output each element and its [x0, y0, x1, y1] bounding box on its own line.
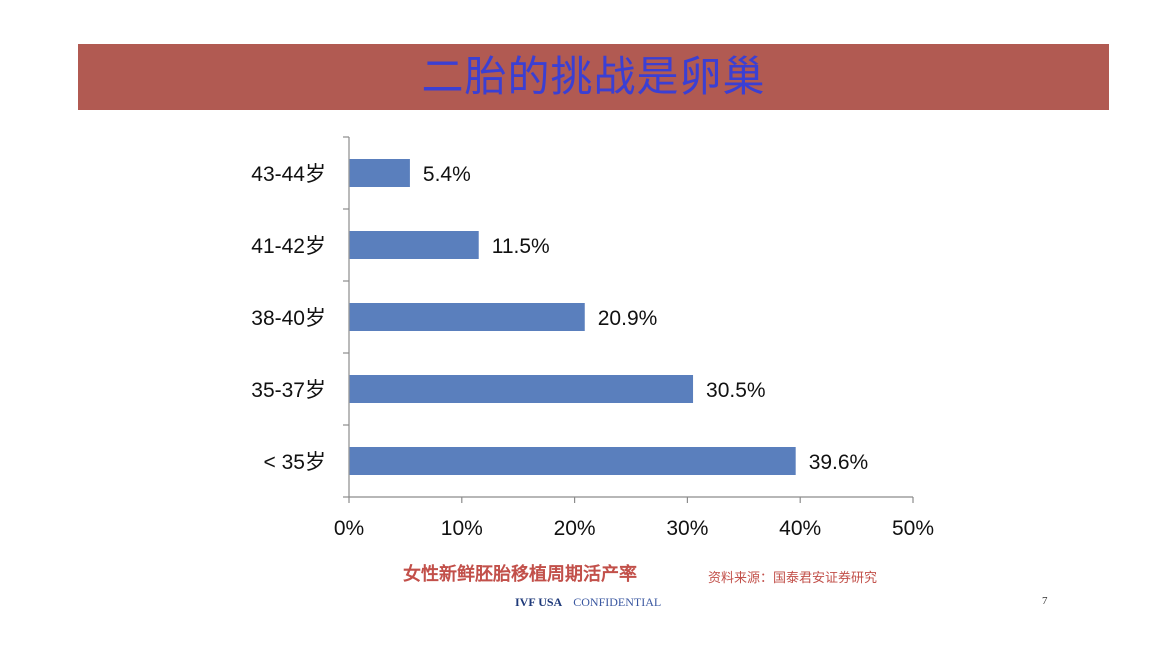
footer: IVF USA CONFIDENTIAL: [515, 595, 661, 610]
slide-title: 二胎的挑战是卵巢: [421, 52, 766, 101]
x-tick-label: 20%: [554, 517, 596, 540]
bar: [349, 375, 694, 403]
source-note: 资料来源：国泰君安证券研究: [708, 571, 878, 586]
x-tick-label: 50%: [892, 517, 934, 540]
value-label: 11.5%: [492, 235, 550, 258]
bar: [349, 447, 796, 475]
page-number: 7: [1042, 595, 1048, 607]
chart-caption: 女性新鲜胚胎移植周期活产率: [403, 564, 637, 585]
footer-brand: IVF USA: [515, 595, 563, 609]
bar: [349, 231, 479, 259]
category-label: 38-40岁: [251, 307, 326, 330]
x-tick-label: 0%: [334, 517, 364, 540]
category-label: 35-37岁: [251, 379, 326, 402]
x-tick-label: 10%: [441, 517, 483, 540]
footer-confidential: CONFIDENTIAL: [573, 595, 662, 609]
category-label: 41-42岁: [251, 235, 326, 258]
bar: [349, 303, 585, 331]
x-tick-label: 30%: [666, 517, 708, 540]
value-label: 30.5%: [706, 379, 766, 402]
value-label: 20.9%: [598, 307, 658, 330]
title-banner: 二胎的挑战是卵巢: [78, 44, 1109, 110]
category-label: < 35岁: [264, 451, 326, 474]
category-label: 43-44岁: [251, 163, 326, 186]
bar: [349, 159, 410, 187]
x-tick-label: 40%: [779, 517, 821, 540]
value-label: 5.4%: [423, 163, 471, 186]
value-label: 39.6%: [809, 451, 869, 474]
